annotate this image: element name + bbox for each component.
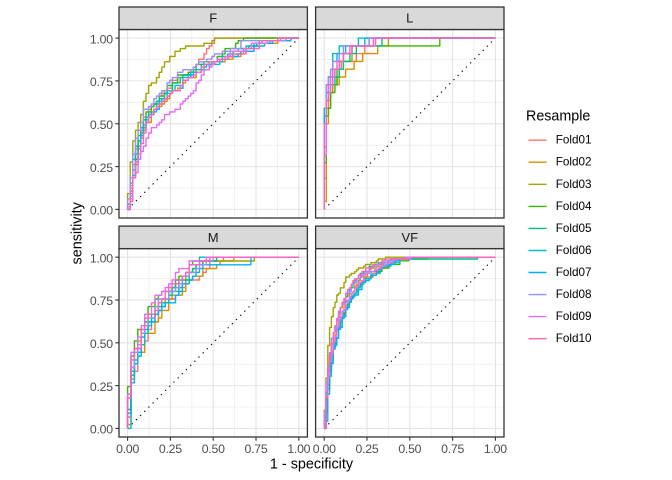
- svg-text:Fold08: Fold08: [556, 288, 592, 301]
- svg-text:Fold09: Fold09: [556, 310, 592, 323]
- svg-text:Fold10: Fold10: [556, 332, 592, 345]
- svg-text:0.75: 0.75: [90, 294, 113, 308]
- svg-text:sensitivity: sensitivity: [70, 201, 86, 264]
- svg-text:0.75: 0.75: [441, 442, 464, 456]
- svg-text:0.75: 0.75: [245, 442, 268, 456]
- svg-text:0.25: 0.25: [90, 380, 113, 394]
- svg-text:1.00: 1.00: [90, 251, 113, 265]
- svg-text:0.50: 0.50: [202, 442, 225, 456]
- svg-text:VF: VF: [401, 230, 418, 245]
- svg-text:Fold01: Fold01: [556, 134, 592, 147]
- svg-text:0.25: 0.25: [90, 161, 113, 175]
- svg-text:0.00: 0.00: [90, 423, 113, 437]
- svg-text:Fold02: Fold02: [556, 156, 592, 169]
- svg-text:1.00: 1.00: [287, 442, 310, 456]
- svg-text:1 - specificity: 1 - specificity: [270, 457, 354, 473]
- svg-text:Fold06: Fold06: [556, 244, 592, 257]
- svg-text:Fold03: Fold03: [556, 178, 592, 191]
- svg-text:F: F: [209, 11, 217, 26]
- svg-text:1.00: 1.00: [484, 442, 507, 456]
- svg-text:Fold05: Fold05: [556, 222, 592, 235]
- svg-text:0.50: 0.50: [90, 118, 113, 132]
- svg-text:0.25: 0.25: [356, 442, 379, 456]
- svg-text:0.75: 0.75: [90, 75, 113, 89]
- svg-text:Fold04: Fold04: [556, 200, 592, 213]
- svg-text:Fold07: Fold07: [556, 266, 592, 279]
- svg-text:0.00: 0.00: [116, 442, 139, 456]
- svg-text:0.50: 0.50: [90, 337, 113, 351]
- svg-text:Resample: Resample: [526, 109, 590, 125]
- svg-text:M: M: [208, 230, 219, 245]
- svg-text:L: L: [406, 11, 413, 26]
- svg-text:0.50: 0.50: [398, 442, 421, 456]
- svg-text:0.00: 0.00: [313, 442, 336, 456]
- svg-text:0.25: 0.25: [159, 442, 182, 456]
- svg-text:1.00: 1.00: [90, 32, 113, 46]
- svg-text:0.00: 0.00: [90, 204, 113, 218]
